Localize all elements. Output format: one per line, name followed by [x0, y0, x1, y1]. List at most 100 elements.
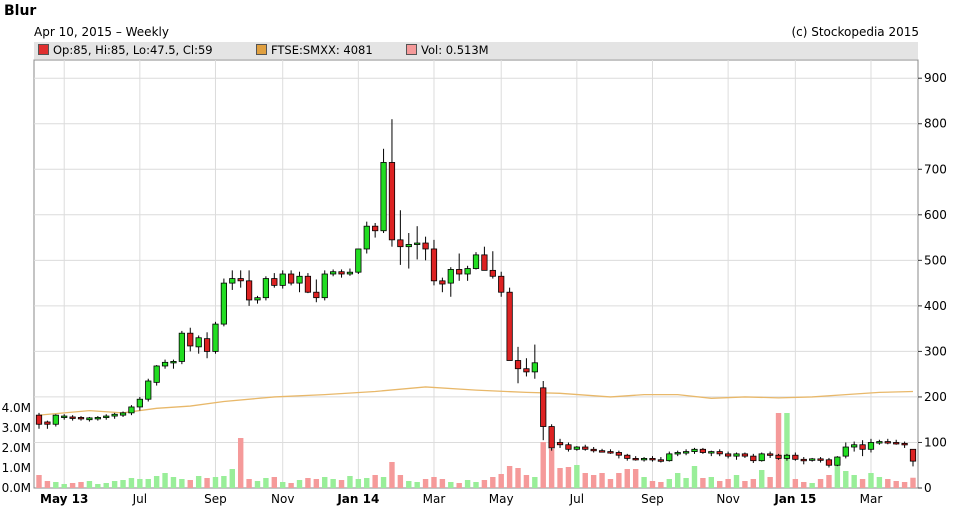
y-tick-label: 700 — [924, 162, 947, 176]
x-tick-label: May 13 — [40, 492, 88, 506]
volume-bar — [237, 438, 244, 488]
candle-body — [716, 451, 723, 455]
candle-body — [682, 451, 690, 454]
volume-bar — [414, 482, 420, 488]
candle-body — [842, 446, 849, 457]
volume-bar — [69, 483, 76, 488]
candle-body — [640, 458, 648, 461]
candle-body — [153, 365, 160, 383]
volume-bar — [61, 484, 67, 488]
candle-body — [69, 416, 76, 419]
volume-bar — [481, 480, 488, 488]
volume-bar — [86, 481, 93, 488]
volume-bar — [95, 484, 101, 488]
volume-bar — [515, 468, 521, 488]
volume-bar — [742, 481, 748, 488]
candle-body — [750, 455, 757, 462]
candle-body — [414, 242, 421, 245]
chart-title: Blur — [4, 3, 37, 19]
volume-bar — [103, 483, 109, 488]
volume-bar — [809, 483, 815, 488]
volume-bar — [170, 477, 177, 488]
candle-body — [649, 458, 656, 461]
volume-bar — [725, 479, 731, 488]
candle-body — [203, 338, 211, 352]
volume-bar — [330, 479, 336, 488]
volume-bar — [565, 467, 572, 488]
volume-bar — [473, 482, 479, 488]
volume-bar — [204, 478, 210, 488]
volume-bar — [162, 473, 168, 488]
volume-tick-label: 0.0M — [2, 481, 31, 495]
volume-tick-label: 2.0M — [2, 441, 31, 455]
candle-body — [506, 291, 513, 361]
candle-body — [666, 453, 673, 462]
x-tick-label: Jul — [569, 492, 584, 506]
y-tick-label: 0 — [924, 481, 932, 495]
candle-body — [388, 162, 396, 241]
candle-body — [809, 458, 816, 461]
candle-body — [338, 271, 345, 275]
volume-bar — [36, 475, 42, 488]
candle-body — [229, 278, 236, 284]
candle-body — [254, 297, 261, 301]
candle-body — [52, 414, 59, 425]
candle-body — [187, 332, 194, 347]
volume-bar — [834, 460, 841, 488]
volume-bar — [532, 477, 538, 488]
volume-bar — [708, 477, 715, 488]
candle-body — [296, 275, 303, 284]
candle-body — [514, 360, 522, 370]
candle-body — [783, 454, 791, 459]
chart-subtitle: Apr 10, 2015 – Weekly — [34, 25, 169, 39]
volume-bar — [868, 473, 874, 488]
volume-bar — [153, 476, 160, 488]
legend-item-volume: Vol: 0.513M — [406, 43, 489, 58]
volume-bar — [540, 442, 546, 488]
volume-bar — [406, 481, 412, 488]
candle-body — [136, 398, 143, 408]
volume-bar — [607, 479, 614, 488]
volume-bar — [364, 478, 370, 488]
volume-bar — [221, 476, 227, 488]
volume-bar — [448, 482, 454, 488]
candle-body — [220, 282, 227, 325]
plot-area — [33, 59, 919, 489]
candle-body — [817, 458, 824, 461]
volume-bar — [397, 475, 404, 488]
index-line — [38, 386, 914, 416]
candle-body — [556, 442, 564, 446]
candle-body — [430, 248, 438, 282]
candle-body — [346, 271, 354, 275]
volume-bar — [372, 475, 378, 488]
volume-bar — [826, 475, 832, 488]
candle-body — [288, 273, 295, 284]
volume-tick-label: 4.0M — [2, 401, 31, 415]
volume-bar — [901, 482, 908, 488]
volume-bar — [910, 477, 916, 488]
candle-body — [657, 459, 664, 462]
candle-body — [582, 446, 589, 450]
candle-body — [313, 291, 320, 299]
candle-body — [825, 459, 833, 466]
candle-body — [901, 442, 908, 446]
volume-bar — [179, 479, 185, 488]
candle-body — [304, 275, 312, 293]
candle-body — [598, 450, 606, 453]
candle-body — [876, 441, 883, 444]
candle-body — [178, 332, 185, 362]
legend-swatch-volume — [406, 44, 417, 55]
candle-body — [884, 441, 891, 444]
index-line-layer — [38, 386, 914, 416]
candle-body — [674, 452, 681, 455]
legend-item-index: FTSE:SMXX: 4081 — [256, 43, 373, 58]
volume-bar — [280, 482, 286, 488]
candle-body — [800, 458, 807, 462]
legend-swatch-index — [256, 44, 267, 55]
candle-body — [590, 448, 597, 452]
volume-bar — [759, 470, 765, 488]
candle-body — [464, 268, 471, 275]
y-tick-label: 200 — [924, 390, 947, 404]
candle-body — [834, 456, 841, 466]
